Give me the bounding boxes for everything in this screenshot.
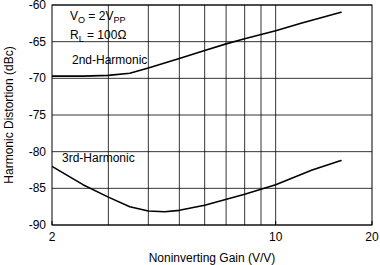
y-tick-label: -85: [29, 181, 47, 195]
minor-grid-line: [204, 5, 205, 225]
x-axis-title: Noninverting Gain (V/V): [149, 251, 276, 265]
x-tick-label: 20: [365, 230, 379, 244]
annotation-part: V: [70, 9, 78, 23]
annotation: RL = 100Ω: [70, 28, 126, 44]
annotation-part: PP: [113, 15, 125, 25]
minor-grid-line: [275, 5, 276, 225]
annotation-part: O: [78, 15, 85, 25]
y-tick-label: -80: [29, 145, 47, 159]
annotation-part: R: [70, 28, 79, 42]
grid: [52, 5, 372, 225]
grid-line: [52, 115, 372, 116]
minor-grid-line: [148, 5, 149, 225]
y-tick-label: -75: [29, 108, 47, 122]
series-label: 3rd-Harmonic: [62, 151, 135, 165]
x-tick-label: 10: [269, 230, 283, 244]
minor-grid-line: [261, 5, 262, 225]
data-area: [52, 12, 341, 211]
annotation: VO = 2VPP: [70, 9, 125, 25]
grid-line: [52, 188, 372, 189]
y-axis-title: Harmonic Distortion (dBc): [2, 46, 16, 183]
series-line: [52, 160, 341, 211]
plot-frame: [52, 5, 372, 225]
y-tick-label: -60: [29, 0, 47, 12]
y-tick-label: -70: [29, 71, 47, 85]
minor-grid-line: [179, 5, 180, 225]
x-tick-label: 2: [49, 230, 56, 244]
grid-line: [52, 78, 372, 79]
y-tick-label: -90: [29, 218, 47, 232]
x-tick: [275, 221, 276, 225]
annotation-part: = 2V: [85, 9, 113, 23]
y-tick-label: -65: [29, 35, 47, 49]
series-label: 2nd-Harmonic: [72, 53, 147, 67]
chart: -90 -85 -80 -75 -70 -65 -60 2 10 20 Noninverting G…: [0, 0, 380, 265]
annotation-part: = 100Ω: [84, 28, 127, 42]
minor-grid-line: [226, 5, 227, 225]
